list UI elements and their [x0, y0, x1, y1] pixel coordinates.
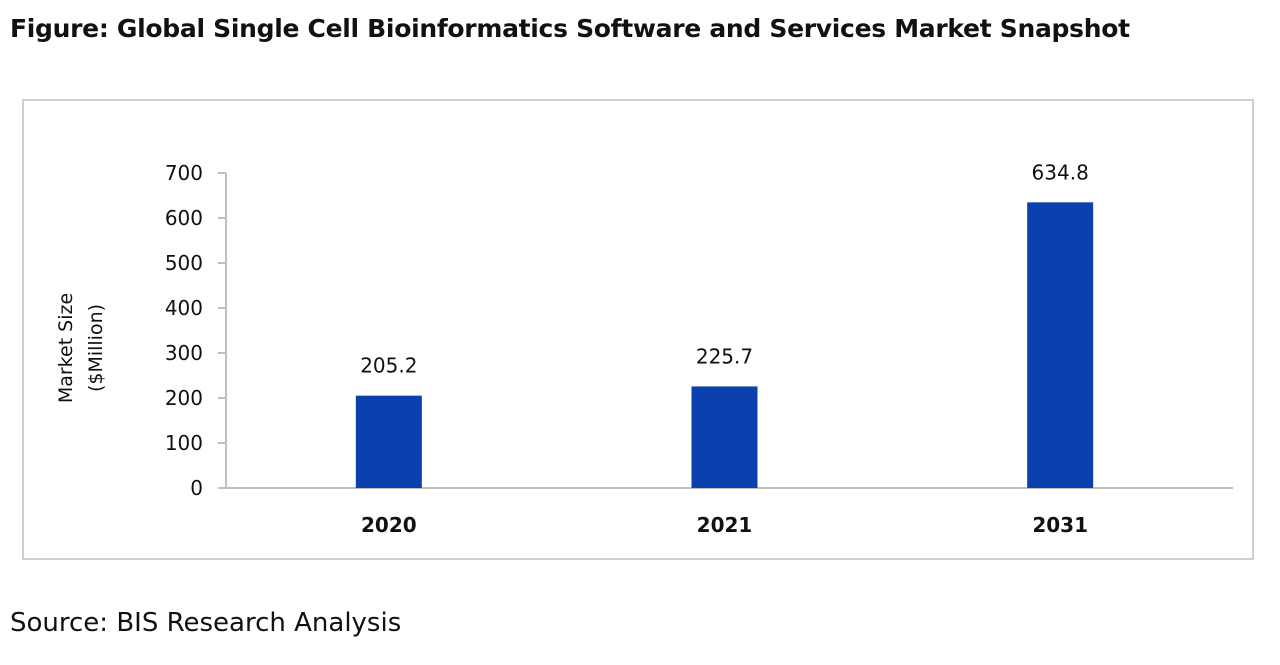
- y-tick-label: 200: [165, 386, 203, 410]
- chart-frame: [22, 99, 1254, 560]
- y-tick-label: 300: [165, 341, 203, 365]
- data-label: 225.7: [696, 344, 753, 368]
- y-axis-label-line: Market Size: [55, 293, 77, 403]
- y-tick-label: 700: [165, 161, 203, 185]
- x-tick-label: 2031: [1032, 513, 1088, 537]
- y-tick-label: 400: [165, 296, 203, 320]
- figure-title: Figure: Global Single Cell Bioinformatic…: [10, 14, 1130, 43]
- x-tick-label: 2021: [697, 513, 753, 537]
- source-note: Source: BIS Research Analysis: [10, 608, 402, 638]
- bar-2031: [1027, 202, 1094, 488]
- y-tick-label: 0: [190, 476, 203, 500]
- y-axis-label-line: ($Million): [85, 304, 107, 392]
- y-tick-label: 100: [165, 431, 203, 455]
- y-tick-label: 500: [165, 251, 203, 275]
- y-tick-label: 600: [165, 206, 203, 230]
- bar-chart: 0 100 200 300 400 500 600 700 205.2 2020 225.7 2021…: [55, 160, 1233, 537]
- bar-2021: [691, 386, 758, 488]
- y-axis-label: Market Size ($Million): [55, 293, 107, 403]
- x-tick-label: 2020: [361, 513, 417, 537]
- data-label: 634.8: [1032, 160, 1089, 184]
- bar-2020: [355, 395, 422, 488]
- data-label: 205.2: [360, 354, 417, 378]
